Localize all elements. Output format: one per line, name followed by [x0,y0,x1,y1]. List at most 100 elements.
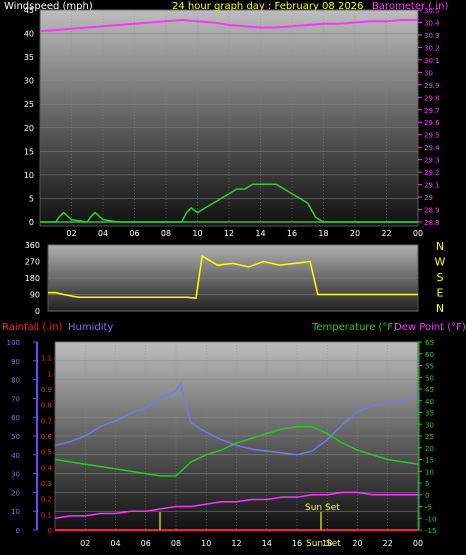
wind-x-tick-label: 06 [129,229,139,238]
temp-tick-label: -10 [425,515,436,523]
barometer-tick-label: 30.4 [424,19,440,27]
direction-compass-label: E [437,287,444,300]
barometer-tick-label: 29.7 [424,107,440,115]
series-line-humidity [54,381,419,456]
temp-tick-label: 45 [425,386,434,394]
temp-x-tick-label: 18 [322,539,332,548]
temp-tick-label: 65 [425,339,434,347]
temp-x-tick-label: 04 [110,539,120,548]
series-line-barometerin [39,18,418,33]
direction-tick-label: 270 [25,258,40,267]
temp-x-tick-label: 06 [141,539,151,548]
rain-tick-label: 0.8 [41,402,52,410]
wind-x-tick-label: 10 [192,229,202,238]
barometer-tick-label: 29.9 [424,82,440,90]
wind-x-tick-label: 04 [98,229,108,238]
temp-tick-label: 30 [425,421,434,429]
wind-tick-label: 25 [24,100,34,109]
temp-tick-label: 0 [425,492,429,500]
barometer-tick-label: 30.2 [424,44,440,52]
rain-tick-label: 0 [48,527,52,535]
temp-x-tick-label: 00 [413,539,423,548]
rain-tick-label: 0.6 [41,433,53,441]
direction-compass-label: N [436,240,444,253]
rain-tick-label: 0.2 [41,496,52,504]
barometer-tick-label: 29.4 [424,144,440,152]
sunset-annotation-axis: Sun Set [306,539,341,549]
temp-tick-label: 55 [425,363,434,371]
temperature-axis-label: Temperature (°F) [311,322,397,333]
rain-tick-label: 0.4 [41,464,53,472]
wind-tick-label: 40 [24,30,34,39]
humidity-tick-label: 40 [11,452,20,460]
temp-tick-label: 20 [425,445,434,453]
temp-x-tick-label: 20 [352,539,362,548]
wind-tick-label: 45 [24,6,34,15]
series-line-dewpointf [54,491,418,519]
series-line-windspeedmph [40,183,418,223]
wind-x-tick-label: 16 [287,229,297,238]
wind-tick-label: 30 [24,77,34,86]
humidity-tick-label: 100 [7,339,20,347]
humidity-tick-label: 30 [11,471,20,479]
humidity-tick-label: 70 [11,395,20,403]
wind-x-tick-label: 08 [161,229,171,238]
temp-tick-label: 15 [425,457,434,465]
temp-tick-label: 40 [425,398,434,406]
rain-tick-label: 1.1 [41,355,52,363]
humidity-axis-label: Humidity [68,322,113,333]
wind-x-tick-label: 00 [413,229,423,238]
barometer-tick-label: 29.6 [424,119,440,127]
barometer-tick-label: 29.8 [424,94,440,102]
barometer-tick-label: 29 [424,194,433,202]
wind-tick-label: 20 [24,124,34,133]
dewpoint-axis-label: Dew Point (°F) [394,322,466,333]
barometer-tick-label: 28.9 [424,207,440,215]
temp-tick-label: 35 [425,410,434,418]
temp-tick-label: 25 [425,433,434,441]
direction-compass-label: N [436,302,444,315]
temp-tick-label: 50 [425,374,434,382]
temp-tick-label: -5 [425,504,432,512]
temp-x-tick-label: 02 [80,539,90,548]
barometer-tick-label: 29.5 [424,132,440,140]
barometer-tick-label: 30.5 [424,7,440,15]
rain-tick-label: 0.5 [41,449,52,457]
humidity-tick-label: 0 [16,527,20,535]
barometer-tick-label: 29.1 [424,182,440,190]
wind-tick-label: 35 [24,53,34,62]
wind-tick-label: 10 [24,171,34,180]
direction-tick-label: 360 [25,241,40,250]
rainfall-axis-label: Rainfall (.in) [2,322,63,333]
rain-tick-label: 1 [48,370,52,378]
series-line-direction [48,254,418,299]
temp-x-tick-label: 12 [231,539,241,548]
sunset-annotation: Sun Set [305,503,340,513]
wind-x-tick-label: 12 [224,229,234,238]
barometer-tick-label: 29.2 [424,169,440,177]
humidity-tick-label: 50 [11,433,20,441]
humidity-tick-label: 80 [11,377,20,385]
temp-tick-label: 60 [425,351,434,359]
barometer-tick-label: 30.3 [424,32,440,40]
chart-title: 24 hour graph day : February 08 2026 [172,1,363,12]
direction-compass-label: W [435,256,446,269]
direction-compass-label: S [437,271,444,284]
rain-tick-label: 0.9 [41,386,52,394]
barometer-tick-label: 28.8 [424,219,440,227]
wind-x-tick-label: 22 [381,229,391,238]
wind-axis-label: Windspeed (mph) [4,1,93,12]
barometer-axis-label: Barometer (.in) [372,1,448,12]
temp-x-tick-label: 22 [383,539,393,548]
temp-tick-label: 10 [425,468,434,476]
temp-x-tick-label: 14 [262,539,272,548]
rain-tick-label: 0.1 [41,511,52,519]
barometer-tick-label: 30.1 [424,57,440,65]
barometer-tick-label: 29.3 [424,157,440,165]
wind-tick-label: 0 [29,218,34,227]
humidity-tick-label: 10 [11,508,20,516]
direction-tick-label: 90 [30,291,40,300]
temp-x-tick-label: 08 [171,539,181,548]
